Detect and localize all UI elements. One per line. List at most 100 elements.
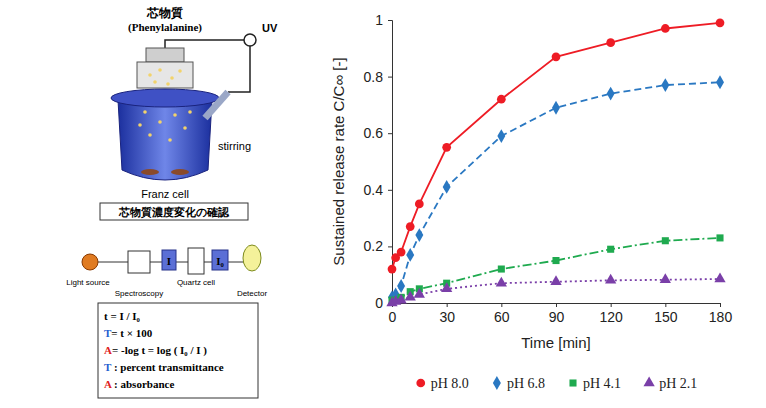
particle	[158, 68, 162, 72]
point	[716, 75, 724, 89]
y-tick-mark	[388, 246, 392, 247]
particle	[148, 73, 152, 77]
legend-label: pH 6.8	[507, 376, 545, 391]
point	[497, 129, 505, 143]
point	[552, 257, 559, 264]
point	[714, 272, 725, 282]
legend-marker	[569, 379, 576, 386]
points	[386, 18, 725, 306]
particle	[170, 76, 174, 80]
x-axis-line	[393, 304, 721, 308]
uv-label: UV	[262, 22, 278, 34]
series-line	[392, 82, 720, 297]
point	[405, 291, 416, 301]
y-tick: 0.2	[364, 238, 392, 254]
cell-label: Franz cell	[141, 188, 189, 200]
point	[662, 237, 669, 244]
point	[395, 294, 406, 304]
point	[443, 180, 451, 194]
x-tick-label: 90	[549, 309, 565, 325]
point	[498, 266, 505, 273]
y-tick: 1	[375, 12, 392, 28]
vessel-body	[118, 100, 212, 180]
point	[605, 274, 616, 284]
particle	[188, 110, 192, 114]
particle	[143, 110, 147, 114]
y-tick: 0.8	[364, 69, 392, 85]
particle	[168, 138, 172, 142]
formula: A : absorbance	[104, 378, 174, 390]
caption: 芯物質濃度変化の確認	[118, 206, 230, 219]
particle	[166, 82, 170, 86]
legend-marker	[416, 379, 425, 388]
x-tick-mark	[447, 303, 448, 307]
x-tick-mark	[611, 303, 612, 307]
caption-box	[100, 203, 248, 220]
optics-label: Quartz cell	[177, 278, 215, 287]
legend-marker	[493, 376, 501, 390]
point	[388, 265, 397, 274]
point	[415, 200, 424, 209]
particle	[138, 123, 142, 127]
chart: 030609012015018000.20.40.60.81Time [min]…	[330, 12, 732, 391]
stir-bar	[171, 169, 189, 175]
particle	[148, 133, 152, 137]
y-tick-label: 0.8	[364, 69, 384, 85]
vessel-cap	[146, 48, 184, 62]
y-tick-mark	[388, 133, 392, 134]
point	[606, 38, 615, 47]
x-axis-title: Time [min]	[521, 334, 590, 351]
x-tick-label: 60	[494, 309, 510, 325]
formula-box	[98, 303, 258, 398]
particle	[183, 126, 187, 130]
point	[442, 143, 451, 152]
x-tick-label: 120	[599, 309, 623, 325]
legend-item: pH 2.1	[643, 376, 697, 391]
particle	[158, 120, 162, 124]
y-tick-mark	[388, 190, 392, 191]
x-tick-label: 30	[439, 309, 455, 325]
detector	[243, 245, 261, 271]
legend-label: pH 4.1	[583, 376, 621, 391]
legend-item: pH 4.1	[569, 376, 621, 391]
point	[661, 24, 670, 33]
stir-bar	[141, 169, 159, 175]
y-tick-label: 0.2	[364, 238, 384, 254]
stirring-label: stirring	[218, 140, 251, 152]
diagram: 芯物質(Phenylalanine)UVstirringFranz cell芯物…	[66, 6, 278, 398]
y-tick-label: 0.4	[364, 182, 384, 198]
side-arm	[205, 92, 228, 118]
point	[397, 248, 406, 257]
y-tick-mark	[388, 77, 392, 78]
point	[661, 78, 669, 92]
spectroscope	[128, 251, 150, 273]
y-axis: 00.20.40.60.81	[364, 12, 393, 311]
x-tick: 0	[389, 303, 397, 325]
beam-in-label: I	[167, 255, 171, 267]
beam-out-filter	[212, 250, 228, 270]
point	[406, 248, 414, 262]
x-tick-mark	[720, 303, 721, 307]
x-tick: 180	[709, 303, 733, 325]
x-tick: 150	[654, 303, 678, 325]
point	[716, 18, 725, 27]
legend-item: pH 8.0	[416, 376, 468, 391]
particle	[173, 113, 177, 117]
formula: T : percent transmittance	[104, 361, 224, 373]
x-tick-label: 150	[654, 309, 678, 325]
point	[552, 52, 561, 61]
core-name: (Phenylalanine)	[128, 21, 202, 34]
point	[607, 87, 615, 101]
point	[607, 246, 614, 253]
point	[441, 282, 452, 292]
series-line	[392, 23, 720, 269]
figure: 芯物質(Phenylalanine)UVstirringFranz cell芯物…	[0, 0, 766, 408]
point	[550, 275, 561, 285]
point	[552, 101, 560, 115]
point	[660, 273, 671, 283]
point	[397, 279, 405, 293]
uv-detector	[244, 34, 256, 46]
x-tick: 90	[549, 303, 565, 325]
x-tick-label: 0	[389, 309, 397, 325]
point	[414, 288, 425, 298]
